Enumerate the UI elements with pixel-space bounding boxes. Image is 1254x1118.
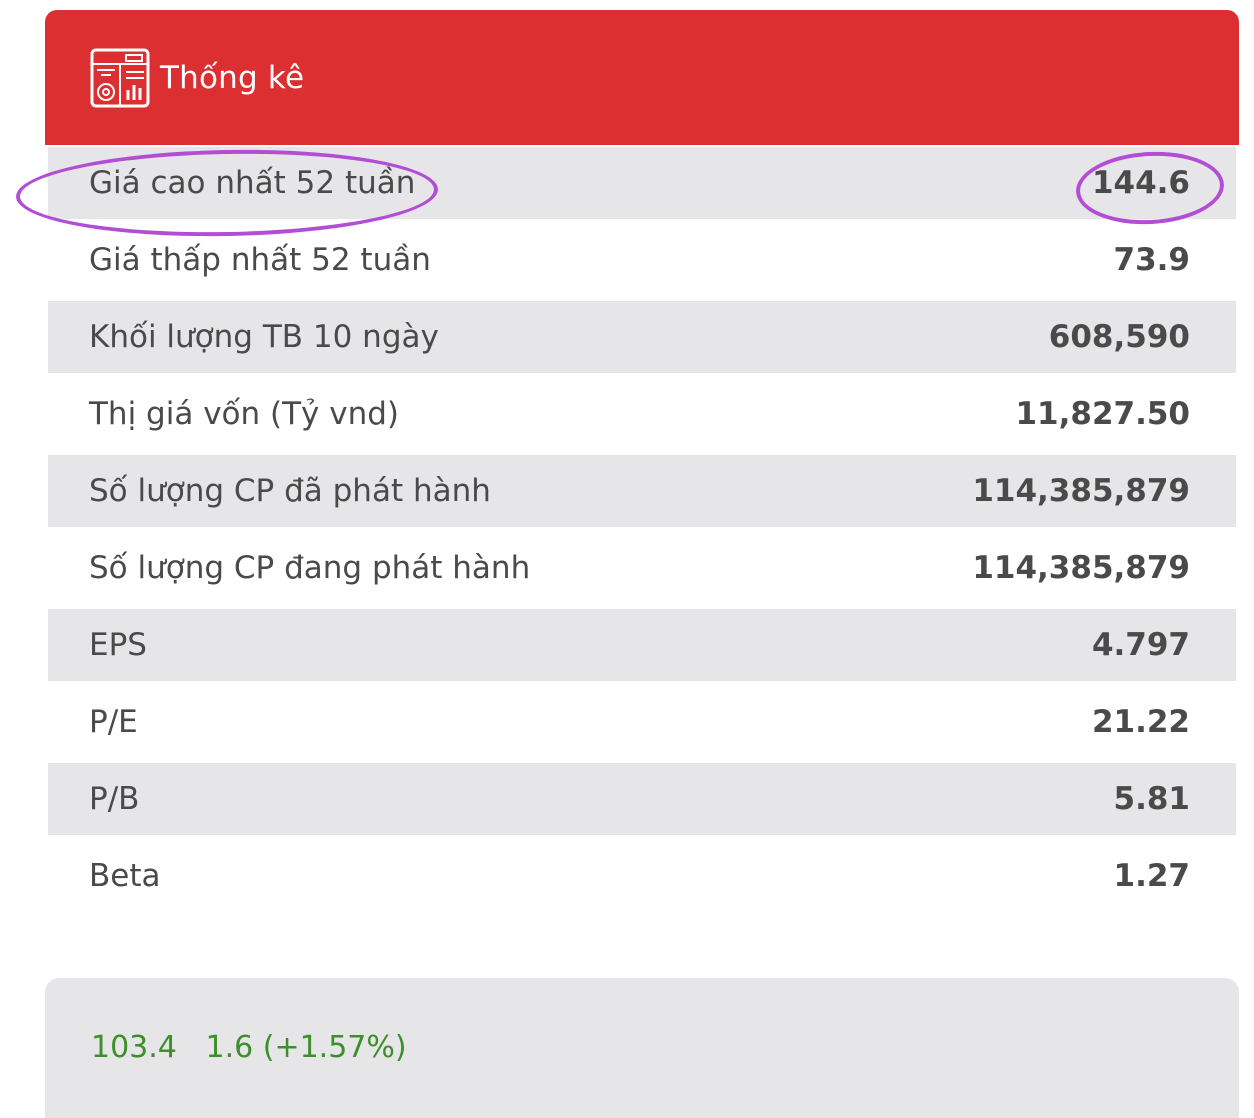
quote-price: 103.4 xyxy=(91,1030,177,1065)
stat-row: Beta 1.27 xyxy=(48,840,1236,912)
stat-value: 1.27 xyxy=(1113,858,1191,894)
stat-row: Thị giá vốn (Tỷ vnd) 11,827.50 xyxy=(48,378,1236,450)
statistics-title: Thống kê xyxy=(160,59,305,96)
statistics-header: Thống kê xyxy=(45,10,1239,145)
statistics-report-icon xyxy=(90,48,150,108)
stat-value: 11,827.50 xyxy=(1015,396,1190,432)
statistics-table: Giá cao nhất 52 tuần 144.6 Giá thấp nhất 5… xyxy=(48,147,1236,912)
stat-row: Giá thấp nhất 52 tuần 73.9 xyxy=(48,224,1236,296)
stat-row: Khối lượng TB 10 ngày 608,590 xyxy=(48,301,1236,373)
stat-value: 114,385,879 xyxy=(972,473,1190,509)
stat-value: 114,385,879 xyxy=(972,550,1190,586)
stat-label: Giá thấp nhất 52 tuần xyxy=(89,242,431,278)
statistics-panel: Thống kê Giá cao nhất 52 tuần 144.6 Giá th… xyxy=(45,10,1239,912)
stat-value: 5.81 xyxy=(1113,781,1191,817)
stat-value: 4.797 xyxy=(1091,627,1190,663)
stat-row: P/B 5.81 xyxy=(48,763,1236,835)
stat-row: Số lượng CP đang phát hành 114,385,879 xyxy=(48,532,1236,604)
stat-value: 73.9 xyxy=(1113,242,1191,278)
stat-label: P/E xyxy=(89,704,138,740)
stat-row: EPS 4.797 xyxy=(48,609,1236,681)
stat-label: Số lượng CP đang phát hành xyxy=(89,550,531,586)
stat-label: Giá cao nhất 52 tuần xyxy=(89,165,416,201)
stat-row: Số lượng CP đã phát hành 114,385,879 xyxy=(48,455,1236,527)
quote-change: 1.6 (+1.57%) xyxy=(205,1030,407,1065)
stat-label: Khối lượng TB 10 ngày xyxy=(89,319,439,355)
stat-label: Beta xyxy=(89,858,161,894)
stat-label: EPS xyxy=(89,627,147,663)
stat-row: Giá cao nhất 52 tuần 144.6 xyxy=(48,147,1236,219)
quote-bar: 103.4 1.6 (+1.57%) xyxy=(45,978,1239,1118)
stat-label: Thị giá vốn (Tỷ vnd) xyxy=(89,396,399,432)
stat-value: 608,590 xyxy=(1048,319,1190,355)
quote-price-change: 103.4 1.6 (+1.57%) xyxy=(91,1030,407,1065)
stat-value: 21.22 xyxy=(1091,704,1190,740)
stat-value: 144.6 xyxy=(1091,165,1190,201)
stat-row: P/E 21.22 xyxy=(48,686,1236,758)
stat-label: P/B xyxy=(89,781,140,817)
stat-label: Số lượng CP đã phát hành xyxy=(89,473,491,509)
